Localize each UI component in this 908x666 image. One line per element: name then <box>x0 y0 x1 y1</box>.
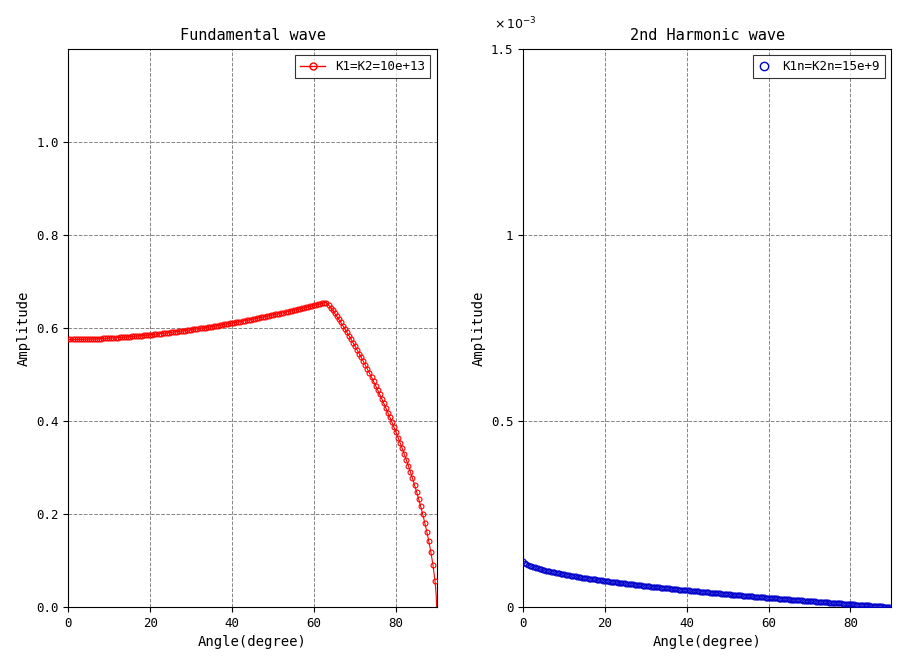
Y-axis label: Amplitude: Amplitude <box>16 290 31 366</box>
X-axis label: Angle(degree): Angle(degree) <box>198 635 307 649</box>
Text: $\times\,10^{-3}$: $\times\,10^{-3}$ <box>494 15 537 32</box>
Title: 2nd Harmonic wave: 2nd Harmonic wave <box>629 29 785 43</box>
Title: Fundamental wave: Fundamental wave <box>180 29 326 43</box>
Legend: K1=K2=10e+13: K1=K2=10e+13 <box>295 55 430 78</box>
X-axis label: Angle(degree): Angle(degree) <box>653 635 762 649</box>
Legend: K1n=K2n=15e+9: K1n=K2n=15e+9 <box>753 55 885 78</box>
Y-axis label: Amplitude: Amplitude <box>471 290 486 366</box>
